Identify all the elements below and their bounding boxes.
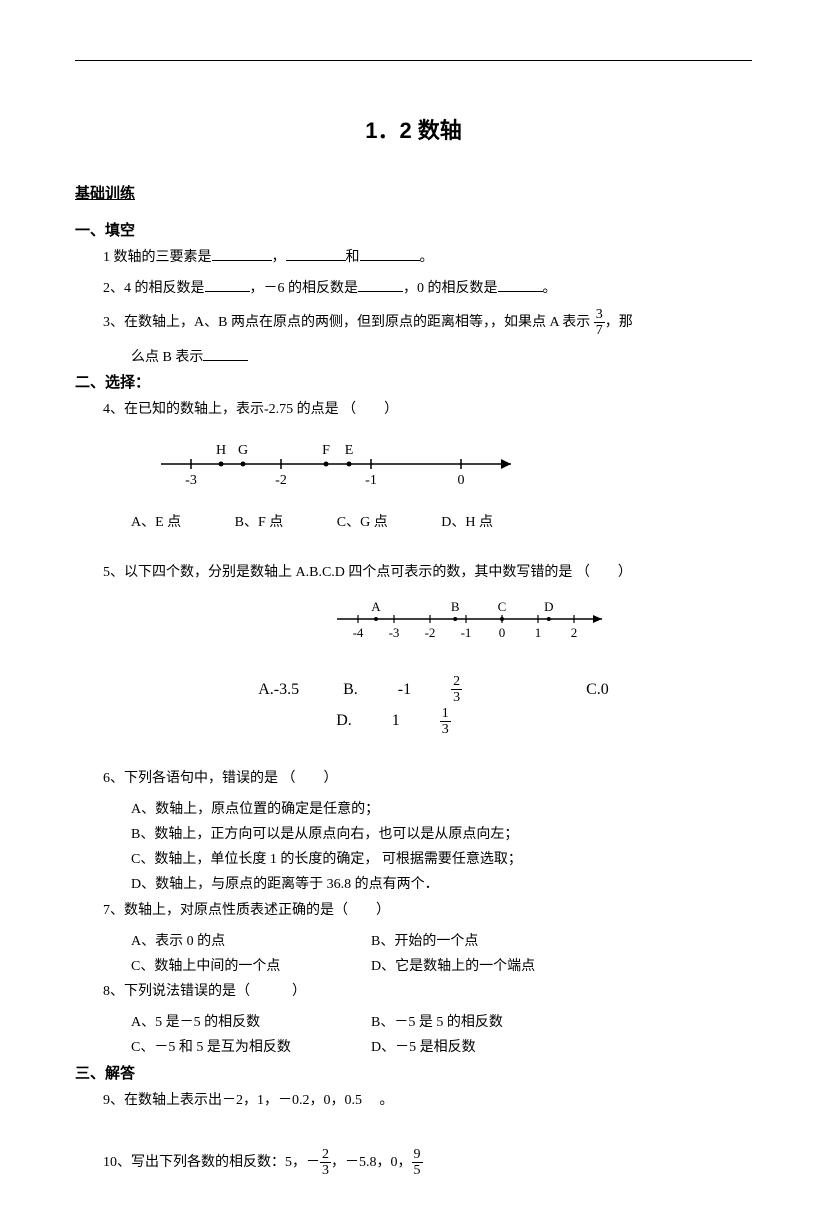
q7-opt-b: B、开始的一个点 (371, 929, 478, 954)
q5-text: 5、以下四个数，分别是数轴上 A.B.C.D 四个点可表示的数，其中数写错的是 … (103, 565, 632, 580)
q9-text: 9、在数轴上表示出－2，1，－0.2，0，0.5 。 (103, 1093, 394, 1108)
svg-text:F: F (322, 443, 330, 458)
page-title: 1．2 数轴 (75, 111, 752, 151)
svg-text:-1: -1 (460, 625, 471, 640)
q4-options: A、E 点 B、F 点 C、G 点 D、H 点 (131, 510, 752, 535)
blank (286, 247, 346, 261)
question-3: 3、在数轴上，A、B 两点在原点的两侧，但到原点的距离相等，，如果点 A 表示 … (103, 307, 752, 339)
q1-mid1: ， (272, 250, 286, 265)
svg-text:E: E (345, 443, 354, 458)
q7-opt-a: A、表示 0 的点 (131, 929, 371, 954)
q6-options: A、数轴上，原点位置的确定是任意的； B、数轴上，正方向可以是从原点向右，也可以… (131, 797, 752, 898)
svg-text:-4: -4 (352, 625, 363, 640)
blank (358, 278, 403, 292)
question-5: 5、以下四个数，分别是数轴上 A.B.C.D 四个点可表示的数，其中数写错的是 … (103, 560, 752, 585)
question-3-line2: 么点 B 表示 (131, 345, 752, 370)
number-line-svg: -3 -2 -1 0 HG FE (131, 434, 531, 489)
fraction-3-7: 3 7 (594, 307, 605, 339)
q6-opt-c: C、数轴上，单位长度 1 的长度的确定， 可根据需要任意选取； (131, 847, 752, 872)
q10-prefix: 10、写出下列各数的相反数：5， (103, 1155, 306, 1170)
fraction: 13 (440, 706, 491, 738)
q8-opt-a: A、5 是－5 的相反数 (131, 1010, 371, 1035)
q5-options: A.-3.5 B.-123 C.0 D.113 (155, 674, 752, 738)
q6-opt-b: B、数轴上，正方向可以是从原点向右，也可以是从原点向左； (131, 822, 752, 847)
q4-opt-c: C、G 点 (337, 510, 388, 535)
question-8: 8、下列说法错误的是（ ） (103, 979, 752, 1004)
svg-text:-3: -3 (185, 473, 197, 488)
q6-opt-a: A、数轴上，原点位置的确定是任意的； (131, 797, 752, 822)
svg-text:A: A (371, 599, 381, 614)
number-line-svg: -4 -3 -2 -1 0 1 2 A B C D (332, 597, 612, 647)
q1-prefix: 1 数轴的三要素是 (103, 250, 212, 265)
q4-opt-d: D、H 点 (441, 510, 493, 535)
svg-text:0: 0 (498, 625, 505, 640)
q6-text: 6、下列各语句中，错误的是 （ ） (103, 771, 338, 786)
question-1: 1 数轴的三要素是 ， 和 。 (103, 245, 752, 270)
svg-text:-3: -3 (388, 625, 399, 640)
q3-line1-prefix: 3、在数轴上，A、B 两点在原点的两侧，但到原点的距离相等，，如果点 A 表示 (103, 315, 590, 330)
fraction: 23 (320, 1147, 331, 1179)
q8-text: 8、下列说法错误的是（ ） (103, 984, 306, 999)
blank (205, 278, 250, 292)
q8-opt-d: D、－5 是相反数 (371, 1035, 476, 1060)
question-7: 7、数轴上，对原点性质表述正确的是（ ） (103, 898, 752, 923)
q4-text: 4、在已知的数轴上，表示-2.75 的点是 （ ） (103, 402, 398, 417)
q1-end: 。 (420, 250, 434, 265)
svg-text:-1: -1 (365, 473, 377, 488)
q4-opt-b: B、F 点 (235, 510, 284, 535)
question-4: 4、在已知的数轴上，表示-2.75 的点是 （ ） (103, 397, 752, 422)
q7-options: A、表示 0 的点 B、开始的一个点 C、数轴上中间的一个点 D、它是数轴上的一… (131, 929, 752, 979)
svg-text:-2: -2 (275, 473, 287, 488)
svg-text:C: C (497, 599, 506, 614)
q6-opt-d: D、数轴上，与原点的距离等于 36.8 的点有两个． (131, 872, 752, 897)
q1-mid2: 和 (346, 250, 360, 265)
q8-opt-c: C、－5 和 5 是互为相反数 (131, 1035, 371, 1060)
question-2: 2、4 的相反数是 ，－6 的相反数是 ，0 的相反数是 。 (103, 276, 752, 301)
basic-training-header: 基础训练 (75, 181, 752, 208)
blank (203, 347, 248, 361)
q10-mid: ，－5.8，0， (331, 1155, 412, 1170)
q3-line1-suffix: ，那 (605, 315, 633, 330)
question-9: 9、在数轴上表示出－2，1，－0.2，0，0.5 。 (103, 1088, 752, 1113)
q5-opt-b: B.-123 (343, 674, 542, 706)
q7-opt-c: C、数轴上中间的一个点 (131, 954, 371, 979)
section-fill-blank: 一、填空 (75, 218, 752, 245)
section-answer: 三、解答 (75, 1061, 752, 1088)
q5-opt-a: A.-3.5 (258, 676, 299, 705)
question-6: 6、下列各语句中，错误的是 （ ） (103, 766, 752, 791)
top-rule (75, 60, 752, 61)
q8-options: A、5 是－5 的相反数 B、－5 是 5 的相反数 C、－5 和 5 是互为相… (131, 1010, 752, 1060)
svg-text:-2: -2 (424, 625, 435, 640)
svg-text:0: 0 (458, 473, 465, 488)
q5-opt-d: D.113 (336, 706, 531, 738)
blank (212, 247, 272, 261)
q2-mid1: ，－6 的相反数是 (250, 281, 359, 296)
svg-text:D: D (544, 599, 553, 614)
svg-text:B: B (450, 599, 459, 614)
q2-end: 。 (543, 281, 557, 296)
question-10: 10、写出下列各数的相反数：5，－23，－5.8，0，95 (103, 1147, 752, 1179)
q5-opt-c: C.0 (586, 676, 609, 705)
svg-text:1: 1 (534, 625, 541, 640)
q7-text: 7、数轴上，对原点性质表述正确的是（ ） (103, 903, 390, 918)
q8-opt-b: B、－5 是 5 的相反数 (371, 1010, 503, 1035)
svg-text:H: H (216, 443, 226, 458)
q4-number-line: -3 -2 -1 0 HG FE (131, 434, 752, 498)
fraction: 23 (451, 674, 502, 706)
blank (498, 278, 543, 292)
svg-text:G: G (238, 443, 248, 458)
section-choice: 二、选择： (75, 370, 752, 397)
q2-mid2: ，0 的相反数是 (403, 281, 498, 296)
fraction: 95 (412, 1147, 423, 1179)
blank (360, 247, 420, 261)
svg-text:2: 2 (570, 625, 577, 640)
q2-prefix: 2、4 的相反数是 (103, 281, 205, 296)
q3-line2: 么点 B 表示 (131, 350, 203, 365)
q4-opt-a: A、E 点 (131, 510, 181, 535)
q7-opt-d: D、它是数轴上的一个端点 (371, 954, 535, 979)
q5-number-line: -4 -3 -2 -1 0 1 2 A B C D (131, 597, 752, 656)
